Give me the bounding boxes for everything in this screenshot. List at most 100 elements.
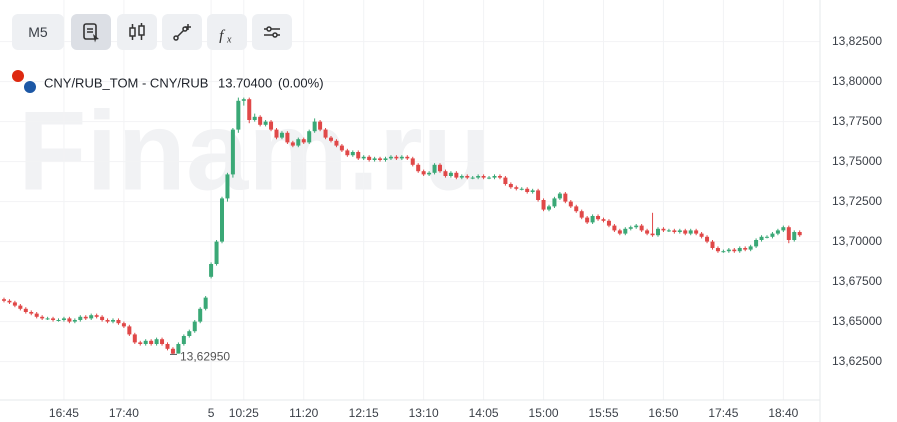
candle-body <box>508 184 513 188</box>
candle-body <box>78 316 83 320</box>
candle-body <box>438 164 442 172</box>
candle-body <box>45 318 50 320</box>
x-tick-label: 15:55 <box>588 406 618 420</box>
candle-body <box>89 315 94 319</box>
candle-body <box>623 228 628 234</box>
x-tick-label: 5 <box>208 406 215 420</box>
chart-type-button[interactable] <box>117 14 157 50</box>
candle-body <box>160 339 165 344</box>
x-tick-label: 17:40 <box>109 406 139 420</box>
candle-body <box>596 216 601 220</box>
candle-body <box>236 100 241 130</box>
candle-body <box>367 156 372 160</box>
candle-body <box>203 297 208 309</box>
watermark: Finam.ru <box>18 89 491 214</box>
candle-body <box>781 227 786 231</box>
candle-body <box>176 344 181 354</box>
candle-body <box>149 340 154 344</box>
candle-body <box>132 334 137 343</box>
y-tick-label: 13,82500 <box>832 34 882 48</box>
candle-body <box>650 233 655 236</box>
icon <box>173 24 191 41</box>
candle-body <box>12 302 17 306</box>
instrument-name: CNY/RUB_TOM - CNY/RUB <box>44 75 208 90</box>
candle-body <box>378 158 383 160</box>
candle-body <box>634 225 639 228</box>
candle-body <box>214 241 219 264</box>
candle-body <box>416 164 421 172</box>
candle-body <box>198 308 203 322</box>
x-tick-label: 18:40 <box>768 406 798 420</box>
svg-text:x: x <box>226 34 232 43</box>
candle-body <box>514 187 519 189</box>
candle-body <box>274 129 279 138</box>
notes-button[interactable] <box>71 14 111 50</box>
flag-ru <box>24 81 36 93</box>
candle-body <box>318 121 323 130</box>
candle-body <box>612 225 617 231</box>
candle-body <box>557 193 562 199</box>
x-tick-label: 11:20 <box>289 406 318 420</box>
candle-body <box>405 156 410 159</box>
candle-body <box>765 236 769 238</box>
candle-body <box>645 230 650 234</box>
candle-body <box>7 300 12 303</box>
candle-body <box>399 156 404 159</box>
candle-body <box>694 230 699 234</box>
candle-body <box>356 152 361 159</box>
candle-body <box>421 171 426 175</box>
candle-body <box>497 176 502 178</box>
candle-body <box>710 241 715 248</box>
candle-body <box>427 172 432 175</box>
candle-body <box>56 320 61 321</box>
candle-body <box>361 156 366 159</box>
candle-body <box>312 121 317 132</box>
candle-body <box>34 313 39 317</box>
candle-body <box>121 323 126 327</box>
candle-body <box>721 251 726 253</box>
candle-body <box>230 129 235 175</box>
x-tick-label: 13:10 <box>409 406 439 420</box>
candle-body <box>541 200 546 210</box>
y-tick-label: 13,77500 <box>832 114 882 128</box>
settings-button[interactable] <box>252 14 292 50</box>
x-tick-label: 14:05 <box>469 406 499 420</box>
candle-body <box>269 121 274 130</box>
candle-body <box>726 249 731 252</box>
candle-body <box>606 220 611 226</box>
x-tick-label: 16:50 <box>648 406 678 420</box>
y-tick-label: 13,80000 <box>832 74 882 88</box>
candle-body <box>339 145 344 151</box>
candle-body <box>94 315 99 317</box>
candle-body <box>307 131 312 143</box>
candle-body <box>672 230 677 232</box>
drawing-button[interactable] <box>162 14 202 50</box>
candle-body <box>279 132 284 138</box>
candle-body <box>492 176 497 178</box>
candle-body <box>388 156 393 159</box>
candle-body <box>323 129 328 138</box>
candle-body <box>732 249 737 252</box>
candle-body <box>666 230 671 232</box>
candle-body <box>628 227 633 229</box>
candle-body <box>617 230 622 234</box>
timeframe-button[interactable]: M5 <box>12 14 64 50</box>
candle-body <box>2 299 6 301</box>
candle-body <box>192 321 197 332</box>
candle-body <box>476 176 481 178</box>
candle-body <box>715 248 720 252</box>
candle-body <box>170 348 175 354</box>
candle-body <box>705 236 710 242</box>
candle-body <box>241 99 246 101</box>
candle-body <box>481 176 486 178</box>
low-label: 13,62950 <box>180 350 230 364</box>
last-price: 13.70400 <box>218 75 272 90</box>
candle-body <box>525 188 530 192</box>
candle-body <box>459 176 464 178</box>
candle-body <box>258 116 263 125</box>
candle-body <box>656 228 660 236</box>
candle-body <box>18 305 23 309</box>
